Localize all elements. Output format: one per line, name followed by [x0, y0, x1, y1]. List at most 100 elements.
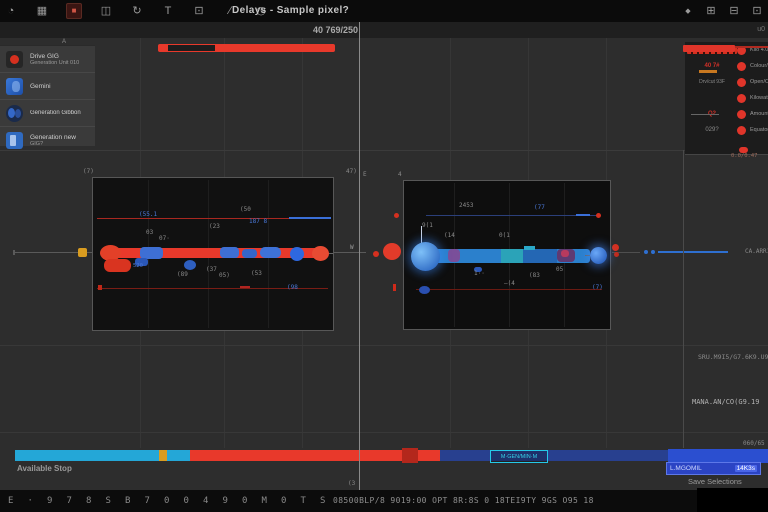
item-title: Gemini — [30, 82, 51, 90]
keyframe-dot-icon[interactable] — [737, 45, 746, 55]
shape — [612, 244, 619, 251]
frame-ruler[interactable]: E · 9 7 8 S B 7 0 0 4 9 0 M 0 T S — [0, 490, 768, 512]
timeline-segment[interactable] — [190, 450, 440, 461]
timeline-segment[interactable] — [668, 449, 768, 463]
tiny-annotation: 05) — [219, 272, 230, 279]
value-bar[interactable] — [699, 70, 717, 73]
tiny-annotation: 05 — [556, 266, 564, 273]
clock-icon[interactable]: ◷ — [256, 4, 266, 17]
panel-divider — [683, 150, 684, 448]
shape — [97, 288, 328, 289]
tiny-annotation: 060/65 — [743, 440, 765, 447]
ruler-tick: 4 — [203, 496, 209, 506]
ruler-tick: · — [27, 496, 33, 506]
timeline-segment[interactable] — [402, 448, 418, 463]
keyframe-dot-icon[interactable] — [737, 61, 746, 71]
shape — [658, 251, 728, 253]
tiny-annotation: (83 — [529, 272, 540, 279]
slash-icon[interactable]: ∕ — [229, 4, 231, 17]
title-bar: ◔ ▦ ■ ◫ ↻ T ⊡ ∕ ◷ Delays - Sample pixel?… — [0, 0, 768, 22]
shape — [14, 252, 92, 253]
timeline-segment[interactable] — [15, 450, 159, 461]
left-viewport[interactable]: (55.1 (50 187 8 03 07· (23 (89 (37 05) (53 (98 520 — [92, 177, 334, 331]
property-row[interactable]: 029? Equator — [685, 122, 768, 138]
keyframe-dot-icon[interactable] — [737, 125, 746, 135]
property-label: Kilo 4.02 — [750, 47, 768, 53]
tiny-annotation: 520 — [133, 263, 143, 269]
ruler-tick: 9 — [222, 496, 228, 506]
property-row[interactable]: 40 7# Colour/Down — [685, 58, 768, 74]
ruler-end-block — [697, 488, 768, 512]
button-label: L.MGOMIL — [670, 465, 702, 472]
frame-icon[interactable]: ⊡ — [194, 4, 204, 17]
window-icon[interactable]: ⊡ — [752, 4, 762, 17]
ruler-tick: S — [320, 496, 326, 506]
ruler-tick: 7 — [144, 496, 150, 506]
timeline-segment[interactable] — [159, 450, 167, 461]
shape — [448, 249, 460, 262]
blue-panel-icon — [6, 131, 23, 149]
layout-icon[interactable]: ⊞ — [706, 4, 716, 17]
keyframe-dot-icon[interactable] — [737, 109, 746, 119]
tiny-annotation: 9(1 — [422, 222, 433, 229]
shape — [13, 250, 15, 255]
property-row[interactable]: Q2 Amount/0.01 — [685, 106, 768, 122]
tiny-annotation: W — [350, 244, 354, 251]
shape — [612, 252, 640, 253]
right-viewport[interactable]: 2453 9(1 (14 0(1 (77 1·· (83 05 (7) —(4 — [403, 180, 611, 330]
list-item[interactable]: Generation new GIG? — [0, 127, 95, 153]
list-item[interactable]: Generation Gibbon — [0, 100, 95, 127]
slider-track[interactable] — [691, 114, 719, 115]
timeline-track[interactable] — [0, 448, 768, 463]
shape — [240, 286, 250, 288]
shape — [651, 250, 655, 254]
red-blob-icon — [6, 50, 23, 68]
timeline-selection-box[interactable]: M·GEN/MIN·M — [490, 450, 548, 463]
ruler-tick: 7 — [66, 496, 72, 506]
tiny-annotation: 03 — [146, 229, 154, 236]
list-item[interactable]: Gemini — [0, 73, 95, 100]
sidebar-top-label: A — [62, 39, 67, 45]
shape — [220, 247, 239, 258]
shape — [614, 252, 619, 257]
timeline-segment[interactable] — [440, 450, 768, 461]
tiny-annotation: 2453 — [459, 202, 474, 209]
item-title: Generation new — [30, 133, 76, 141]
timeline-segment[interactable] — [167, 450, 190, 461]
ruler-right-text: 08500BLP/8 9019:00 OPT 8R:8S 0 18TEI9TY … — [333, 496, 594, 505]
gridline — [0, 432, 768, 433]
timeline-action-button[interactable]: L.MGOMIL 14K3s — [666, 462, 761, 475]
property-row[interactable]: Drv/cut 93F Open/Out — [685, 74, 768, 90]
shape — [561, 250, 569, 257]
split-view-icon[interactable]: ◫ — [100, 4, 112, 17]
target-icon[interactable]: ◔ — [7, 4, 15, 17]
cursor-icon[interactable]: ◆ — [685, 7, 691, 15]
item-subtitle: GIG? — [30, 140, 44, 147]
keyframe-dot-icon[interactable] — [737, 77, 746, 87]
shape — [596, 213, 601, 218]
shape — [501, 249, 523, 263]
status-corner-text: u0 — [757, 26, 765, 33]
tiny-annotation: MANA.AN/CO(G9.19 — [692, 398, 760, 406]
red-node — [383, 243, 401, 260]
playhead[interactable] — [359, 22, 360, 492]
text-tool-icon[interactable]: T — [164, 4, 172, 17]
ruler-tick: 9 — [47, 496, 53, 506]
ruler-tick: 0 — [183, 496, 189, 506]
property-row[interactable]: Kilowatt — [685, 90, 768, 106]
item-title: Drive GIG — [30, 52, 59, 60]
record-icon[interactable]: ■ — [66, 3, 82, 19]
grid-icon[interactable]: ▦ — [36, 4, 48, 17]
tiny-annotation: (3 — [348, 480, 356, 487]
property-label: Amount/0.01 — [750, 111, 768, 117]
tiny-annotation: 187 8 — [249, 218, 268, 225]
shape — [523, 249, 557, 263]
list-item[interactable]: Drive GIG Generation Unit 010 — [0, 46, 95, 73]
minimize-icon[interactable]: ⊟ — [729, 4, 739, 17]
button-value: 14K3s — [734, 465, 757, 472]
refresh-icon[interactable]: ↻ — [132, 4, 142, 17]
keyframe-dot-icon[interactable] — [737, 93, 746, 103]
tiny-annotation: (53 — [251, 270, 262, 277]
blue-swirl-icon — [6, 77, 23, 95]
shape — [585, 255, 591, 256]
